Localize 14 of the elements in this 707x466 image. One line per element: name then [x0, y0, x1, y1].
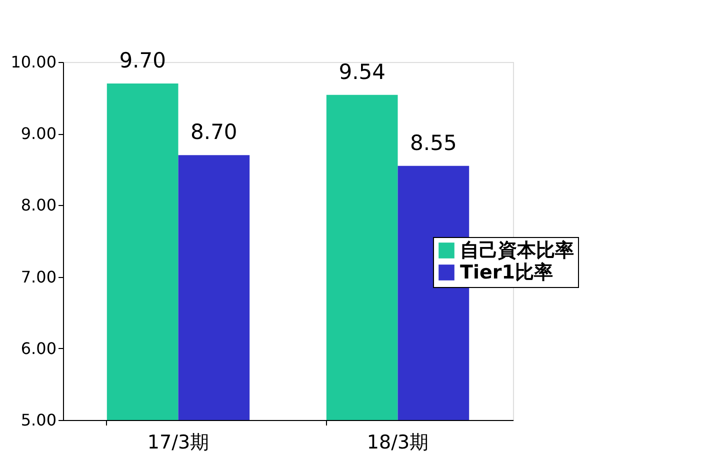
data-label: 8.70 — [190, 120, 238, 144]
y-tick-label: 5.00 — [20, 410, 56, 430]
data-label: 9.54 — [338, 60, 386, 84]
legend-label: Tier1比率 — [460, 262, 553, 284]
x-tick-label: 17/3期 — [147, 432, 210, 454]
y-tick-label: 9.00 — [20, 124, 56, 144]
y-tick-label: 8.00 — [20, 196, 56, 215]
y-tick-label: 10.00 — [10, 52, 56, 72]
x-tick-label: 18/3期 — [366, 432, 429, 454]
legend-label: 自己資本比率 — [460, 240, 574, 262]
data-label: 9.70 — [119, 48, 166, 72]
data-label: 8.55 — [410, 130, 457, 155]
y-tick-label: 7.00 — [20, 267, 56, 286]
y-tick-label: 6.00 — [20, 338, 56, 358]
